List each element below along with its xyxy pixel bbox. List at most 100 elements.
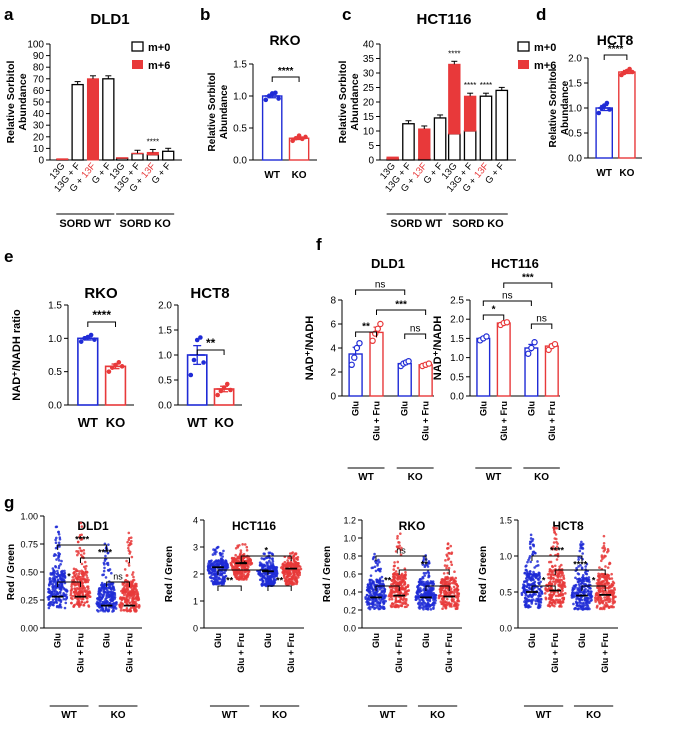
data-point xyxy=(383,607,386,610)
significance-bracket xyxy=(375,585,400,591)
data-point xyxy=(85,570,89,574)
data-point xyxy=(106,561,110,565)
data-point xyxy=(58,587,62,590)
data-point xyxy=(372,592,376,596)
data-point xyxy=(212,573,216,576)
data-point xyxy=(60,559,63,563)
data-point xyxy=(531,538,535,541)
data-point xyxy=(596,597,600,601)
data-point xyxy=(598,566,601,569)
data-point xyxy=(76,540,80,544)
data-point xyxy=(134,608,138,611)
data-point xyxy=(528,577,532,580)
data-point xyxy=(191,357,197,363)
data-point xyxy=(275,572,279,576)
data-point xyxy=(288,552,292,555)
y-tick-label: 80 xyxy=(33,63,45,74)
data-point xyxy=(58,591,62,595)
data-point xyxy=(524,577,528,580)
group-label: KO xyxy=(430,710,445,721)
y-tick-label: 4 xyxy=(193,516,198,526)
data-point xyxy=(239,551,243,554)
data-point xyxy=(425,592,429,596)
data-point xyxy=(53,591,56,594)
y-tick-label: 70 xyxy=(33,74,45,85)
data-point xyxy=(555,571,558,574)
data-point xyxy=(266,566,270,570)
data-point xyxy=(356,340,363,347)
data-point xyxy=(123,568,127,571)
data-point xyxy=(388,593,391,596)
data-point xyxy=(283,560,287,564)
data-point xyxy=(424,603,428,606)
data-point xyxy=(450,590,454,593)
data-point xyxy=(449,544,453,548)
y-tick-label: 1.5 xyxy=(48,301,62,312)
data-point xyxy=(586,606,590,609)
data-point xyxy=(275,567,278,571)
data-point xyxy=(55,586,58,589)
y-axis-label-line: Abundance xyxy=(17,73,29,130)
data-point xyxy=(258,578,262,582)
data-point xyxy=(577,555,581,559)
data-point xyxy=(60,583,64,587)
y-tick-label: 2.0 xyxy=(450,315,464,326)
data-point xyxy=(292,557,295,560)
data-point xyxy=(376,564,379,567)
svg-text:f: f xyxy=(316,235,322,254)
data-point xyxy=(215,550,218,554)
data-point xyxy=(402,596,406,600)
data-point xyxy=(80,582,84,585)
data-point xyxy=(54,541,58,545)
data-point xyxy=(577,583,581,586)
data-point xyxy=(396,545,399,549)
data-point xyxy=(78,603,82,607)
legend-label-m0: m+0 xyxy=(148,42,170,54)
data-point xyxy=(526,583,530,587)
data-point xyxy=(133,587,136,591)
data-point xyxy=(234,558,238,562)
data-point xyxy=(556,594,560,598)
data-point xyxy=(529,533,533,537)
data-point xyxy=(288,564,292,567)
y-tick-label: 100 xyxy=(27,40,44,51)
data-point xyxy=(394,587,398,591)
data-point xyxy=(70,587,74,591)
data-point xyxy=(453,601,457,604)
data-point xyxy=(131,598,134,602)
data-point xyxy=(582,579,586,583)
x-tick-label: Glu + Fru xyxy=(286,633,296,673)
data-point xyxy=(450,599,454,603)
data-point xyxy=(404,602,407,605)
data-point xyxy=(219,569,223,573)
data-point xyxy=(241,556,245,559)
data-point xyxy=(438,594,442,598)
x-tick-label: KO xyxy=(106,415,126,430)
data-point xyxy=(552,592,556,596)
data-point xyxy=(73,587,77,590)
data-point xyxy=(375,592,378,596)
data-point xyxy=(531,550,535,554)
data-point xyxy=(102,569,106,573)
data-point xyxy=(523,571,526,575)
data-point xyxy=(396,537,399,540)
data-point xyxy=(48,581,52,584)
chart-title: HCT8 xyxy=(597,32,634,48)
data-point xyxy=(368,605,371,609)
data-point xyxy=(384,599,387,603)
data-point xyxy=(531,577,535,581)
data-point xyxy=(557,574,560,578)
data-point xyxy=(561,593,565,597)
bar-m0 xyxy=(433,117,447,161)
data-point xyxy=(80,569,83,573)
data-point xyxy=(210,579,214,583)
data-point xyxy=(221,558,224,562)
data-point xyxy=(373,552,376,556)
data-point xyxy=(231,565,234,569)
data-point xyxy=(76,553,79,557)
data-point xyxy=(288,556,292,560)
y-axis-label: NAD⁺/NADH ratio xyxy=(11,309,23,401)
data-point xyxy=(57,566,61,570)
data-point xyxy=(529,540,532,544)
significance-label: ** xyxy=(421,560,429,570)
